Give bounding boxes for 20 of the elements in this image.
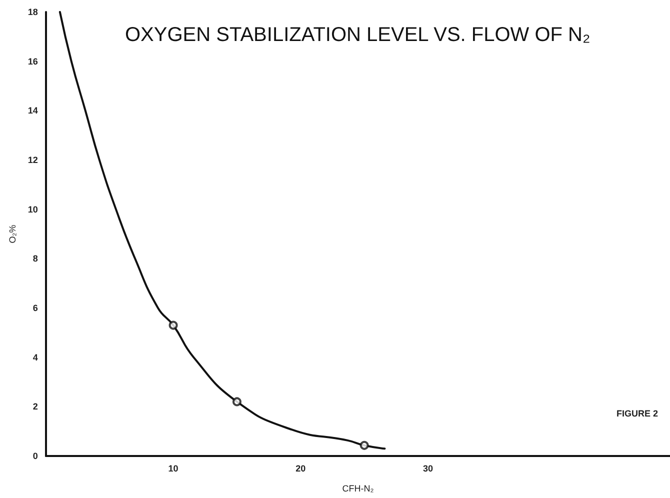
y-tick-label: 16 <box>28 56 38 66</box>
y-tick-label: 14 <box>28 106 38 116</box>
y-tick-label: 10 <box>28 204 38 214</box>
point <box>360 440 369 450</box>
point <box>232 397 242 406</box>
x-axis-title: CFH-N₂ <box>342 484 374 494</box>
y-tick-label: 0 <box>32 451 38 461</box>
y-tick-label: 12 <box>28 155 38 165</box>
point <box>168 320 178 330</box>
y-axis-title: O₂% <box>8 224 18 244</box>
text: OXYGEN STABILIZATION LEVEL VS. FLOW OF N₂ <box>125 24 590 46</box>
x-tick-label: 10 <box>168 464 178 474</box>
y-tick-label: 18 <box>28 7 38 17</box>
x-tick-label: 30 <box>423 464 434 474</box>
y-tick-label: 8 <box>32 254 38 264</box>
x-tick-label: 20 <box>296 464 306 474</box>
y-tick-label: 4 <box>32 352 38 362</box>
annotation: FIGURE 2 <box>616 408 658 418</box>
y-tick-label: 6 <box>32 303 38 313</box>
y-tick-label: 2 <box>32 402 38 412</box>
